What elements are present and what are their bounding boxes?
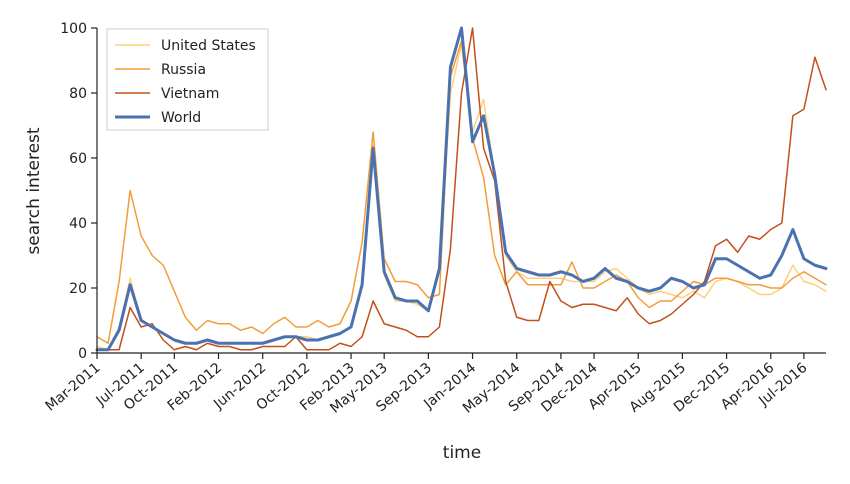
x-tick-label: Mar-2011 bbox=[43, 360, 104, 415]
y-tick-label: 40 bbox=[69, 216, 87, 232]
series-line-world bbox=[95, 26, 828, 352]
x-axis-title: time bbox=[443, 443, 481, 463]
y-axis-ticks: 0 20 40 60 80 100 bbox=[60, 21, 97, 362]
legend-label: United States bbox=[161, 38, 256, 54]
legend-label: Russia bbox=[161, 62, 206, 78]
legend-label: World bbox=[161, 110, 201, 126]
y-tick-label: 0 bbox=[78, 346, 87, 362]
legend-frame bbox=[106, 28, 269, 131]
legend-label: Vietnam bbox=[161, 86, 219, 102]
x-axis-ticks: Mar-2011Jul-2011Oct-2011Feb-2012Jun-2012… bbox=[43, 353, 811, 417]
legend: United States Russia Vietnam World bbox=[106, 28, 269, 131]
series-lines bbox=[95, 26, 828, 352]
y-tick-label: 20 bbox=[69, 281, 87, 297]
y-tick-label: 60 bbox=[69, 151, 87, 167]
y-axis-title: search interest bbox=[24, 127, 44, 254]
y-tick-label: 80 bbox=[69, 86, 87, 102]
y-tick-label: 100 bbox=[60, 21, 87, 37]
